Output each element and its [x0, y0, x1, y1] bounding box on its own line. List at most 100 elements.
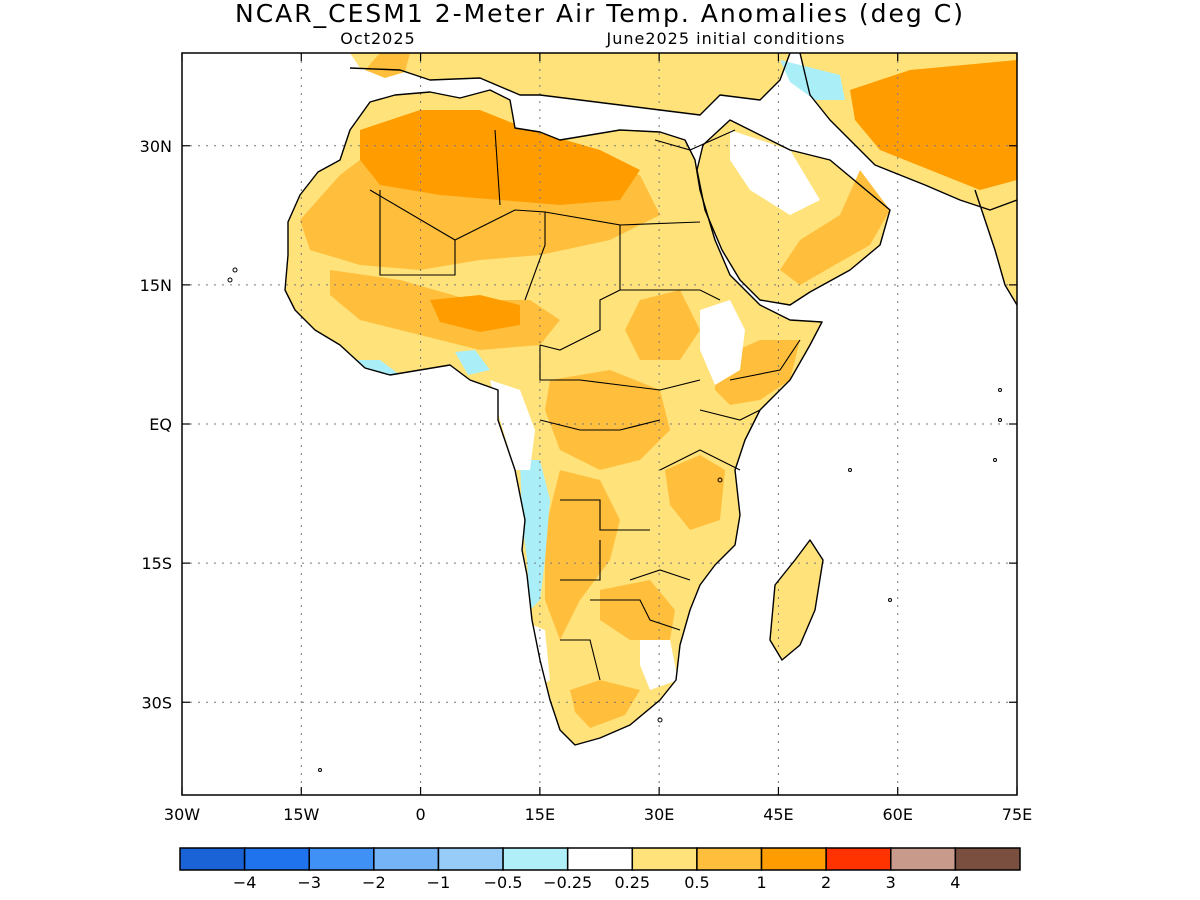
- y-tick-label: 30S: [141, 693, 172, 712]
- colorbar-label: −2: [362, 873, 386, 892]
- coastline: [284, 89, 823, 746]
- country-border: [560, 639, 601, 681]
- asia-warmer-patch: [850, 60, 1017, 190]
- colorbar-segment: [825, 847, 892, 871]
- x-tick-label: 15E: [525, 805, 555, 824]
- island-marker: [848, 468, 852, 472]
- y-tick-label: 15N: [140, 276, 172, 295]
- colorbar-label: −1: [427, 873, 451, 892]
- x-tick-label: 30E: [644, 805, 674, 824]
- colorbar-label: 1: [756, 873, 766, 892]
- land-region-europe: [350, 53, 790, 115]
- colorbar-segment: [373, 847, 440, 871]
- island-marker: [227, 277, 233, 283]
- init-conditions-label: June2025 initial conditions: [605, 29, 845, 48]
- y-tick-label: 30N: [140, 137, 172, 156]
- warm-patch: [570, 680, 640, 728]
- island-marker: [888, 598, 892, 602]
- country-border: [539, 419, 661, 431]
- land-anomaly-fill: [285, 53, 1017, 745]
- colorbar-segment: [760, 847, 827, 871]
- colorbar-segment: [308, 847, 375, 871]
- coastline-asia: [799, 53, 1017, 211]
- warm-patch: [545, 370, 670, 470]
- coastline: [769, 539, 824, 661]
- warmer-patch: [430, 295, 520, 332]
- colorbar-label: −3: [297, 873, 321, 892]
- island-marker: [232, 267, 238, 273]
- country-border: [699, 409, 761, 421]
- coastlines: [227, 53, 1017, 772]
- cool-patch: [520, 460, 550, 610]
- caspian-cool-patch: [780, 60, 845, 100]
- cool-patch: [350, 360, 400, 378]
- map-area: [182, 53, 1017, 795]
- arabia-warm-patch: [780, 170, 890, 285]
- colorbar-label: 3: [886, 873, 896, 892]
- colorbar-label: 0.25: [614, 873, 650, 892]
- island-marker: [998, 418, 1002, 422]
- land-region-india: [975, 185, 1017, 305]
- island-marker: [657, 717, 663, 723]
- colorbar-label: 4: [950, 873, 960, 892]
- x-tick-label: 60E: [882, 805, 912, 824]
- x-tick-label: 45E: [763, 805, 793, 824]
- island-marker: [998, 388, 1002, 392]
- y-tick-label: EQ: [149, 415, 172, 434]
- country-border: [729, 339, 801, 381]
- warm-patch: [600, 580, 675, 640]
- y-tick-label: 15S: [141, 554, 172, 573]
- country-border: [560, 499, 650, 531]
- island-marker: [993, 458, 997, 462]
- x-tick-label: 15W: [283, 805, 319, 824]
- warmer-patch: [360, 110, 640, 205]
- colorbar: −4 −3 −2 −1 −0.5 −0.25 0.25 0.5 1 2 3 4: [179, 847, 1021, 892]
- chart-title: NCAR_CESM1 2-Meter Air Temp. Anomalies (…: [235, 0, 965, 28]
- x-tick-label: 75E: [1002, 805, 1032, 824]
- warm-patch: [625, 290, 700, 360]
- colorbar-label: −0.25: [543, 873, 592, 892]
- x-tick-label: 30W: [164, 805, 200, 824]
- colorbar-label: 0.5: [684, 873, 709, 892]
- colorbar-segment: [502, 847, 569, 871]
- country-border: [659, 449, 741, 471]
- colorbar-label: 2: [821, 873, 831, 892]
- country-border: [590, 599, 681, 631]
- longitude-axis: 30W 15W 0 15E 30E 45E 60E 75E: [164, 53, 1032, 824]
- coastline: [696, 119, 891, 306]
- coastline-india: [974, 189, 1017, 306]
- coastline-europe: [349, 53, 791, 116]
- africa-anomaly-patches: [300, 110, 800, 728]
- x-tick-label: 0: [415, 805, 425, 824]
- neutral-patch: [640, 640, 678, 690]
- latitude-axis: 30N 15N EQ 15S 30S: [140, 137, 1017, 712]
- valid-month-label: Oct2025: [340, 29, 415, 48]
- neutral-patch: [490, 380, 535, 470]
- arabia-neutral-patch: [730, 130, 820, 215]
- iberia-warm-patch: [365, 53, 410, 78]
- colorbar-label: −0.5: [484, 873, 523, 892]
- colorbar-segment: [631, 847, 698, 871]
- country-border: [369, 189, 456, 276]
- warm-patch: [545, 470, 620, 640]
- colorbar-segment: [954, 847, 1021, 871]
- colorbar-segment: [179, 847, 246, 871]
- colorbar-segment: [243, 847, 310, 871]
- country-border: [494, 129, 501, 206]
- colorbar-segment: [566, 847, 634, 871]
- island-marker: [717, 477, 723, 483]
- colorbar-segment: [696, 847, 763, 871]
- colorbar-label: −4: [233, 873, 257, 892]
- country-border: [654, 129, 736, 151]
- colorbar-segment: [890, 847, 957, 871]
- warm-patch: [665, 455, 725, 530]
- island-marker: [318, 768, 322, 772]
- land-region-madagascar: [770, 540, 823, 660]
- country-border: [619, 221, 701, 226]
- country-border: [539, 345, 701, 391]
- colorbar-segment: [437, 847, 504, 871]
- country-border: [620, 289, 721, 301]
- cool-patch: [455, 350, 490, 375]
